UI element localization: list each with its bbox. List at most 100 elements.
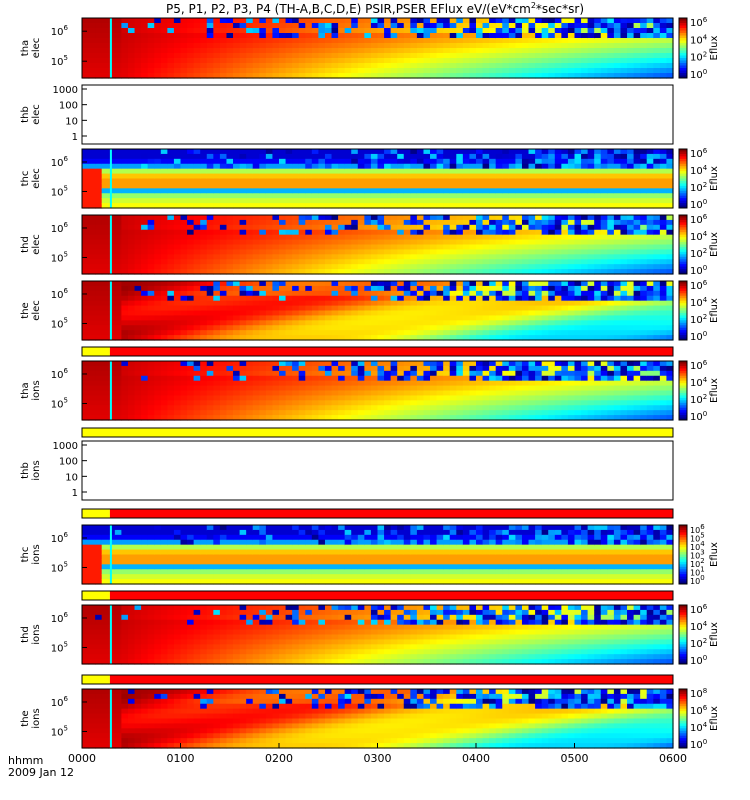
spectrogram-cell bbox=[594, 281, 602, 287]
spectrogram-cell bbox=[456, 259, 464, 265]
spectrogram-cell bbox=[318, 375, 326, 382]
spectrogram-cell bbox=[239, 361, 247, 367]
spectrogram-cell bbox=[620, 18, 628, 24]
spectrogram-cell bbox=[147, 395, 155, 401]
spectrogram-cell bbox=[88, 395, 96, 401]
spectrogram-cell bbox=[462, 153, 471, 160]
spectrogram-cell bbox=[298, 320, 306, 326]
spectrogram-cell bbox=[377, 163, 385, 170]
spectrogram-cell bbox=[305, 18, 313, 24]
spectrogram-cell bbox=[200, 264, 208, 270]
spectrogram-cell bbox=[324, 229, 333, 236]
spectrogram-cell bbox=[443, 244, 451, 251]
spectrogram-cell bbox=[265, 48, 274, 54]
spectrogram-cell bbox=[581, 295, 589, 302]
spectrogram-cell bbox=[246, 178, 254, 185]
spectrogram-cell bbox=[613, 290, 622, 297]
spectrogram-cell bbox=[344, 390, 352, 397]
spectrogram-cell bbox=[187, 58, 195, 64]
spectrogram-cell bbox=[646, 48, 654, 54]
spectrogram-cell bbox=[331, 188, 339, 194]
spectrogram-cell bbox=[640, 234, 648, 241]
spectrogram-cell bbox=[331, 285, 339, 292]
spectrogram-cell bbox=[410, 305, 418, 312]
spectrogram-cell bbox=[167, 300, 175, 307]
spectrogram-cell bbox=[462, 198, 471, 204]
spectrogram-cell bbox=[279, 203, 287, 209]
spectrogram-cell bbox=[640, 73, 648, 79]
spectrogram-cell bbox=[633, 330, 641, 336]
spectrogram-cell bbox=[620, 305, 628, 312]
spectrogram-cell bbox=[521, 290, 530, 297]
spectrogram-cell bbox=[653, 234, 661, 241]
spectrogram-cell bbox=[246, 23, 254, 29]
spectrogram-cell bbox=[633, 183, 641, 189]
spectrogram-cell bbox=[443, 73, 451, 79]
spectrogram-cell bbox=[357, 168, 365, 175]
spectrogram-cell bbox=[515, 244, 523, 251]
spectrogram-cell bbox=[285, 178, 293, 185]
spectrogram-cell bbox=[173, 390, 182, 397]
spectrogram-cell bbox=[141, 290, 149, 297]
spectrogram-cell bbox=[627, 215, 635, 221]
spectrogram-cell bbox=[219, 234, 228, 241]
spectrogram-cell bbox=[659, 315, 668, 321]
spectrogram-cell bbox=[436, 173, 444, 180]
spectrogram-cell bbox=[338, 325, 346, 331]
spectrogram-cell bbox=[141, 254, 149, 260]
spectrogram-cell bbox=[206, 38, 214, 44]
colorbar-swatch bbox=[679, 50, 687, 54]
spectrogram-cell bbox=[206, 365, 214, 372]
spectrogram-cell bbox=[193, 18, 201, 24]
spectrogram-cell bbox=[515, 149, 523, 155]
spectrogram-cell bbox=[515, 153, 523, 160]
spectrogram-cell bbox=[213, 73, 221, 79]
spectrogram-cell bbox=[627, 188, 635, 194]
spectrogram-cell bbox=[515, 300, 523, 307]
spectrogram-cell bbox=[594, 63, 602, 69]
spectrogram-cell bbox=[233, 295, 241, 302]
spectrogram-cell bbox=[305, 305, 313, 312]
spectrogram-cell bbox=[134, 305, 142, 312]
spectrogram-cell bbox=[443, 219, 451, 226]
spectrogram-cell bbox=[285, 153, 293, 160]
spectrogram-cell bbox=[548, 300, 556, 307]
spectrogram-cell bbox=[640, 178, 648, 185]
spectrogram-cell bbox=[587, 305, 595, 312]
spectrogram-cell bbox=[127, 224, 136, 231]
spectrogram-cell bbox=[167, 264, 175, 270]
spectrogram-cell bbox=[600, 244, 608, 251]
spectrogram-cell bbox=[410, 33, 418, 39]
spectrogram-cell bbox=[594, 264, 602, 270]
spectrogram-cell bbox=[521, 285, 530, 292]
spectrogram-cell bbox=[489, 259, 497, 265]
spectrogram-cell bbox=[285, 405, 293, 411]
spectrogram-cell bbox=[265, 315, 274, 321]
spectrogram-cell bbox=[95, 244, 103, 251]
spectrogram-cell bbox=[397, 18, 405, 24]
spectrogram-cell bbox=[613, 163, 622, 170]
colorbar-swatch bbox=[679, 166, 687, 170]
spectrogram-cell bbox=[607, 244, 615, 251]
spectrogram-cell bbox=[338, 58, 346, 64]
spectrogram-cell bbox=[154, 315, 162, 321]
spectrogram-cell bbox=[292, 68, 300, 74]
spectrogram-cell bbox=[141, 58, 149, 64]
spectrogram-cell bbox=[279, 310, 287, 317]
spectrogram-cell bbox=[633, 158, 641, 165]
spectrogram-cell bbox=[259, 68, 267, 74]
spectrogram-cell bbox=[141, 153, 149, 160]
spectrogram-cell bbox=[167, 53, 175, 59]
spectrogram-cell bbox=[101, 410, 109, 416]
spectrogram-cell bbox=[285, 73, 293, 79]
spectrogram-cell bbox=[620, 53, 628, 59]
spectrogram-cell bbox=[265, 400, 274, 406]
spectrogram-cell bbox=[127, 23, 136, 29]
spectrogram-cell bbox=[292, 415, 300, 421]
spectrogram-cell bbox=[160, 269, 168, 275]
spectrogram-cell bbox=[449, 264, 457, 270]
spectrogram-cell bbox=[101, 405, 109, 411]
spectrogram-cell bbox=[88, 33, 96, 39]
spectrogram-cell bbox=[259, 305, 267, 312]
